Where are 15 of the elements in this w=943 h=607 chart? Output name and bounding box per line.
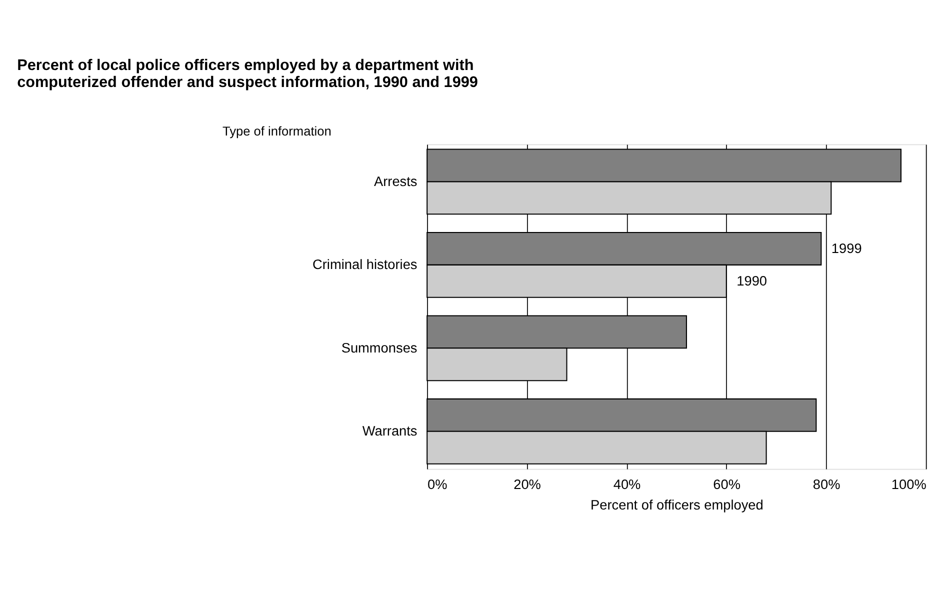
y-tick-label: Summonses (341, 340, 418, 356)
text: Percent of local police officers employed by a department with computerized offender and suspect information, 1990 and 1999 (17, 56, 478, 92)
y-tick-label: Arrests (374, 174, 418, 189)
x-tick-label: 0% (428, 476, 448, 492)
x-tick-label: 20% (514, 476, 541, 492)
y-axis-title: Type of information (222, 123, 332, 138)
x-tick-label: 80% (812, 476, 840, 492)
series-label: 1990 (736, 273, 768, 288)
y-tick-label: Warrants (362, 424, 418, 439)
x-axis-title: Percent of officers employed (590, 497, 764, 512)
x-tick-label: 40% (613, 476, 641, 492)
y-tick-label: Criminal histories (312, 257, 418, 272)
series-label: 1999 (831, 240, 862, 256)
x-tick-label: 60% (713, 476, 740, 492)
x-tick-label: 100% (891, 476, 926, 492)
